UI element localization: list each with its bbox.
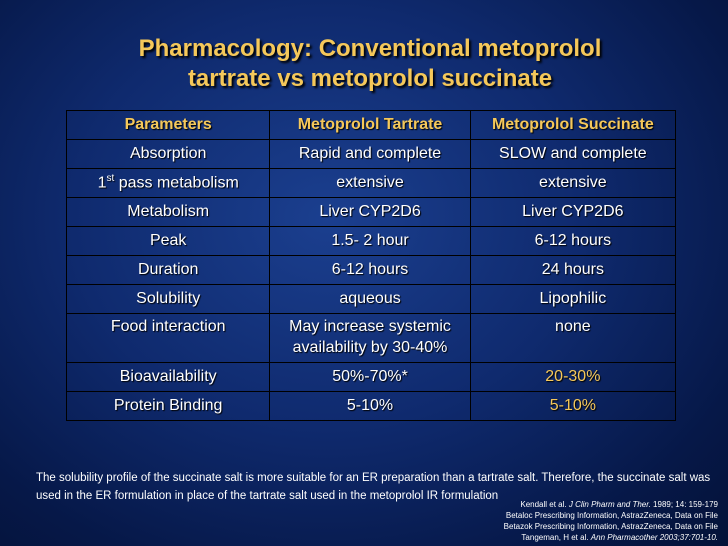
- first-pass-number: 1: [97, 174, 107, 192]
- slide-title-line-2: tartrate vs metoprolol succinate: [187, 65, 553, 92]
- succinate-value: Liver CYP2D6: [469, 197, 677, 227]
- tartrate-value: 50%-70%*: [269, 362, 471, 392]
- header-succinate: Metoprolol Succinate: [469, 110, 677, 140]
- reference-text: 1989; 14: 159-179: [650, 500, 718, 509]
- table-header-row: Parameters Metoprolol Tartrate Metoprolo…: [65, 110, 677, 140]
- reference-4: Tangeman, H et al. Ann Pharmacother 2003…: [504, 532, 718, 543]
- references: Kendall et al. J Clin Pharm and Ther. 19…: [504, 499, 718, 543]
- reference-journal: J Clin Pharm and Ther.: [568, 500, 651, 509]
- table-row: Solubility aqueous Lipophilic: [65, 284, 677, 314]
- row-label: Solubility: [65, 284, 271, 314]
- row-label: Protein Binding: [65, 391, 271, 421]
- row-label: Metabolism: [65, 197, 271, 227]
- reference-1: Kendall et al. J Clin Pharm and Ther. 19…: [504, 499, 718, 510]
- row-label: Absorption: [65, 139, 271, 169]
- succinate-value: 5-10%: [469, 391, 677, 421]
- table-row: Peak 1.5- 2 hour 6-12 hours: [65, 226, 677, 256]
- reference-text: Tangeman, H et al.: [521, 533, 591, 542]
- table-row: Duration 6-12 hours 24 hours: [65, 255, 677, 285]
- tartrate-value: 5-10%: [269, 391, 471, 421]
- row-label: Bioavailability: [65, 362, 271, 392]
- table-row: Bioavailability 50%-70%* 20-30%: [65, 362, 677, 392]
- tartrate-value: 6-12 hours: [269, 255, 471, 285]
- table-row: 1st pass metabolism extensive extensive: [65, 168, 677, 198]
- tartrate-value: May increase systemic availability by 30…: [269, 313, 471, 363]
- reference-text: Betaloc Prescribing Information, AstrazZ…: [505, 511, 718, 520]
- reference-3: Betazok Prescribing Information, AstrazZ…: [504, 521, 718, 532]
- comparison-table: Parameters Metoprolol Tartrate Metoprolo…: [65, 110, 677, 421]
- succinate-value: none: [469, 313, 677, 363]
- row-label: Food interaction: [65, 313, 271, 363]
- footnote-text: The solubility profile of the succinate …: [36, 472, 711, 502]
- reference-journal: Ann Pharmacother 2003;37:701-10.: [590, 533, 718, 542]
- row-label: 1st pass metabolism: [65, 168, 271, 198]
- tartrate-value: Rapid and complete: [269, 139, 471, 169]
- tartrate-value: aqueous: [269, 284, 471, 314]
- succinate-value: 24 hours: [469, 255, 677, 285]
- first-pass-label: pass metabolism: [118, 174, 239, 192]
- tartrate-value: extensive: [269, 168, 471, 198]
- succinate-value: 20-30%: [469, 362, 677, 392]
- succinate-value: extensive: [469, 168, 677, 198]
- reference-text: Kendall et al.: [520, 500, 569, 509]
- succinate-value: 6-12 hours: [469, 226, 677, 256]
- reference-text: Betazok Prescribing Information, AstrazZ…: [503, 522, 718, 531]
- first-pass-superscript: st: [106, 173, 115, 185]
- row-label: Peak: [65, 226, 271, 256]
- table-row: Absorption Rapid and complete SLOW and c…: [65, 139, 677, 169]
- header-parameters: Parameters: [65, 110, 271, 140]
- tartrate-value: Liver CYP2D6: [269, 197, 471, 227]
- slide-title-line-1: Pharmacology: Conventional metoprolol: [138, 35, 602, 62]
- slide-title: Pharmacology: Conventional metoprolol ta…: [40, 34, 700, 94]
- table-row: Protein Binding 5-10% 5-10%: [65, 391, 677, 421]
- table-row: Metabolism Liver CYP2D6 Liver CYP2D6: [65, 197, 677, 227]
- tartrate-value: 1.5- 2 hour: [269, 226, 471, 256]
- succinate-value: SLOW and complete: [469, 139, 677, 169]
- row-label: Duration: [65, 255, 271, 285]
- reference-2: Betaloc Prescribing Information, AstrazZ…: [504, 510, 718, 521]
- header-tartrate: Metoprolol Tartrate: [269, 110, 471, 140]
- table-row: Food interaction May increase systemic a…: [65, 313, 677, 363]
- succinate-value: Lipophilic: [469, 284, 677, 314]
